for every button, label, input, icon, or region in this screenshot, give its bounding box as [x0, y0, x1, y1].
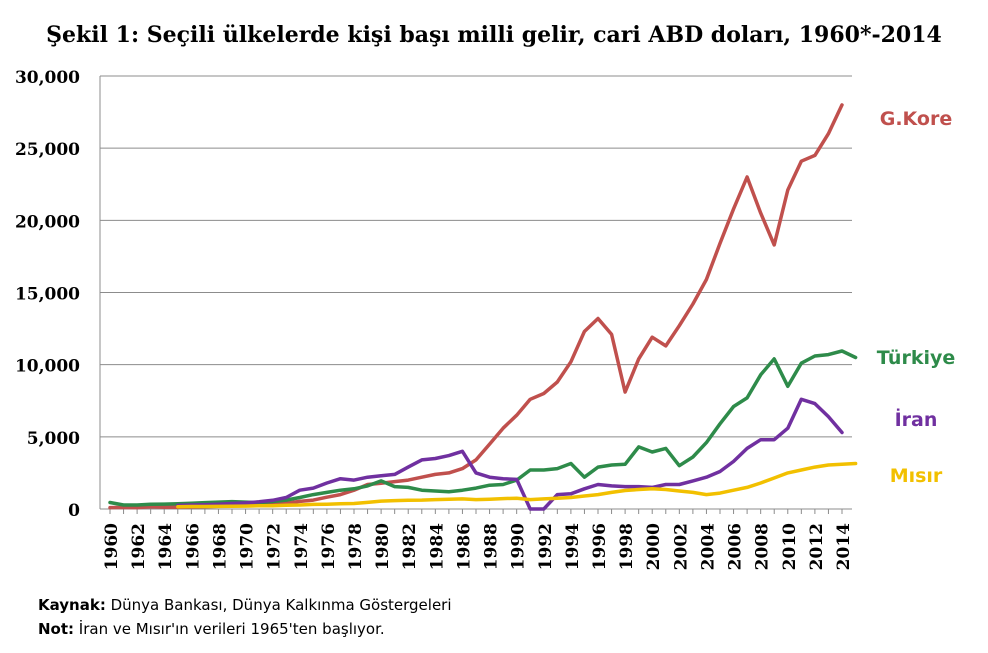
x-tick-label: 1980 [373, 523, 393, 570]
x-tick-label: 1972 [265, 523, 285, 570]
series-line-m-s-r [176, 461, 858, 509]
x-tick-label: 1984 [427, 523, 447, 570]
series-line-i-ran [176, 397, 844, 511]
footnote: Not: İran ve Mısır'ın verileri 1965'ten … [38, 620, 385, 638]
x-tick-label: 2012 [807, 523, 827, 570]
y-tick-label: 30,000 [15, 68, 80, 88]
x-tick-label: 2000 [644, 523, 664, 570]
x-tick-label: 2002 [671, 523, 691, 570]
note-text: İran ve Mısır'ın verileri 1965'ten başlı… [74, 620, 385, 638]
x-tick-label: 1994 [563, 523, 583, 570]
x-tick-label: 2006 [726, 523, 746, 570]
series-label: Türkiye [877, 347, 955, 369]
source-text: Dünya Bankası, Dünya Kalkınma Göstergele… [105, 596, 452, 614]
y-tick-label: 5,000 [27, 429, 80, 449]
x-tick-label: 1992 [536, 523, 556, 570]
series-line-g-kore [108, 103, 844, 510]
y-tick-label: 25,000 [15, 140, 80, 160]
x-tick-label: 1978 [346, 523, 366, 570]
x-tick-label: 1968 [210, 523, 230, 570]
x-tick-label: 1990 [509, 523, 529, 570]
x-tick-label: 1976 [319, 523, 339, 570]
x-tick-label: 1996 [590, 523, 610, 570]
line-chart: 0 5,000 10,000 15,000 20,000 25,000 30,000 1960… [15, 68, 955, 570]
x-tick-label: 1974 [292, 523, 312, 570]
chart-title: Şekil 1: Seçili ülkelerde kişi başı mill… [46, 22, 942, 48]
x-tick-label: 2004 [698, 523, 718, 570]
x-tick-label: 1970 [238, 523, 258, 570]
source-label: Kaynak: [38, 596, 106, 614]
x-tick-label: 1964 [156, 523, 176, 570]
note-label: Not: [38, 620, 75, 638]
series-label: Mısır [890, 465, 943, 487]
x-tick-label: 2010 [780, 523, 800, 570]
x-tick-label: 1966 [183, 523, 203, 570]
x-tick-label: 1962 [129, 523, 149, 570]
y-tick-label: 0 [68, 501, 80, 521]
series-label: İran [895, 407, 938, 431]
series-line-t-rkiye [108, 349, 858, 507]
x-tick-label: 2008 [753, 523, 773, 570]
source-note: Kaynak: Dünya Bankası, Dünya Kalkınma Gö… [38, 596, 452, 614]
x-tick-label: 1960 [102, 523, 122, 570]
x-tick-label: 2014 [834, 523, 854, 570]
x-tick-label: 1982 [400, 523, 420, 570]
y-tick-label: 10,000 [15, 357, 80, 377]
y-tick-label: 20,000 [15, 212, 80, 232]
x-tick-label: 1988 [482, 523, 502, 570]
series-label: G.Kore [880, 108, 953, 130]
y-tick-label: 15,000 [15, 285, 80, 305]
x-tick-label: 1998 [617, 523, 637, 570]
x-tick-label: 1986 [454, 523, 474, 570]
